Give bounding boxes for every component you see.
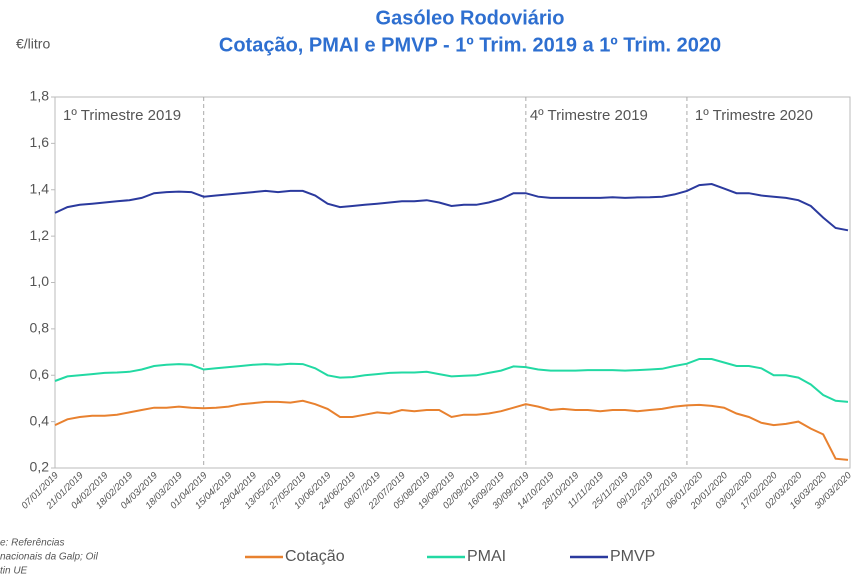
legend-label: PMAI — [467, 548, 506, 565]
y-tick-label: 0,2 — [30, 459, 50, 475]
annotation: 1º Trimestre 2019 — [63, 107, 181, 124]
legend-label: Cotação — [285, 548, 345, 565]
legend-label: PMVP — [610, 548, 655, 565]
y-axis-label: €/litro — [16, 36, 50, 52]
source-note: tin UE — [0, 566, 28, 577]
series-line — [54, 399, 849, 461]
y-tick-label: 0,8 — [30, 320, 50, 336]
y-tick-label: 0,6 — [30, 366, 50, 382]
chart-subtitle: Cotação, PMAI e PMVP - 1º Trim. 2019 a 1… — [219, 34, 721, 56]
y-tick-label: 0,4 — [30, 412, 50, 428]
annotation: 1º Trimestre 2020 — [695, 107, 813, 124]
source-note: nacionais da Galp; Oil — [0, 552, 99, 563]
source-note: e: Referências — [0, 538, 64, 549]
y-tick-label: 1,6 — [30, 134, 50, 150]
series-line — [54, 182, 849, 232]
annotation: 4º Trimestre 2019 — [530, 107, 648, 124]
y-tick-label: 1,0 — [30, 273, 50, 289]
chart-title: Gasóleo Rodoviário — [376, 7, 565, 29]
y-tick-label: 1,4 — [30, 180, 50, 196]
plot-frame — [54, 96, 851, 469]
y-tick-label: 1,2 — [30, 227, 50, 243]
y-tick-label: 1,8 — [30, 88, 50, 104]
series-line — [54, 358, 849, 403]
